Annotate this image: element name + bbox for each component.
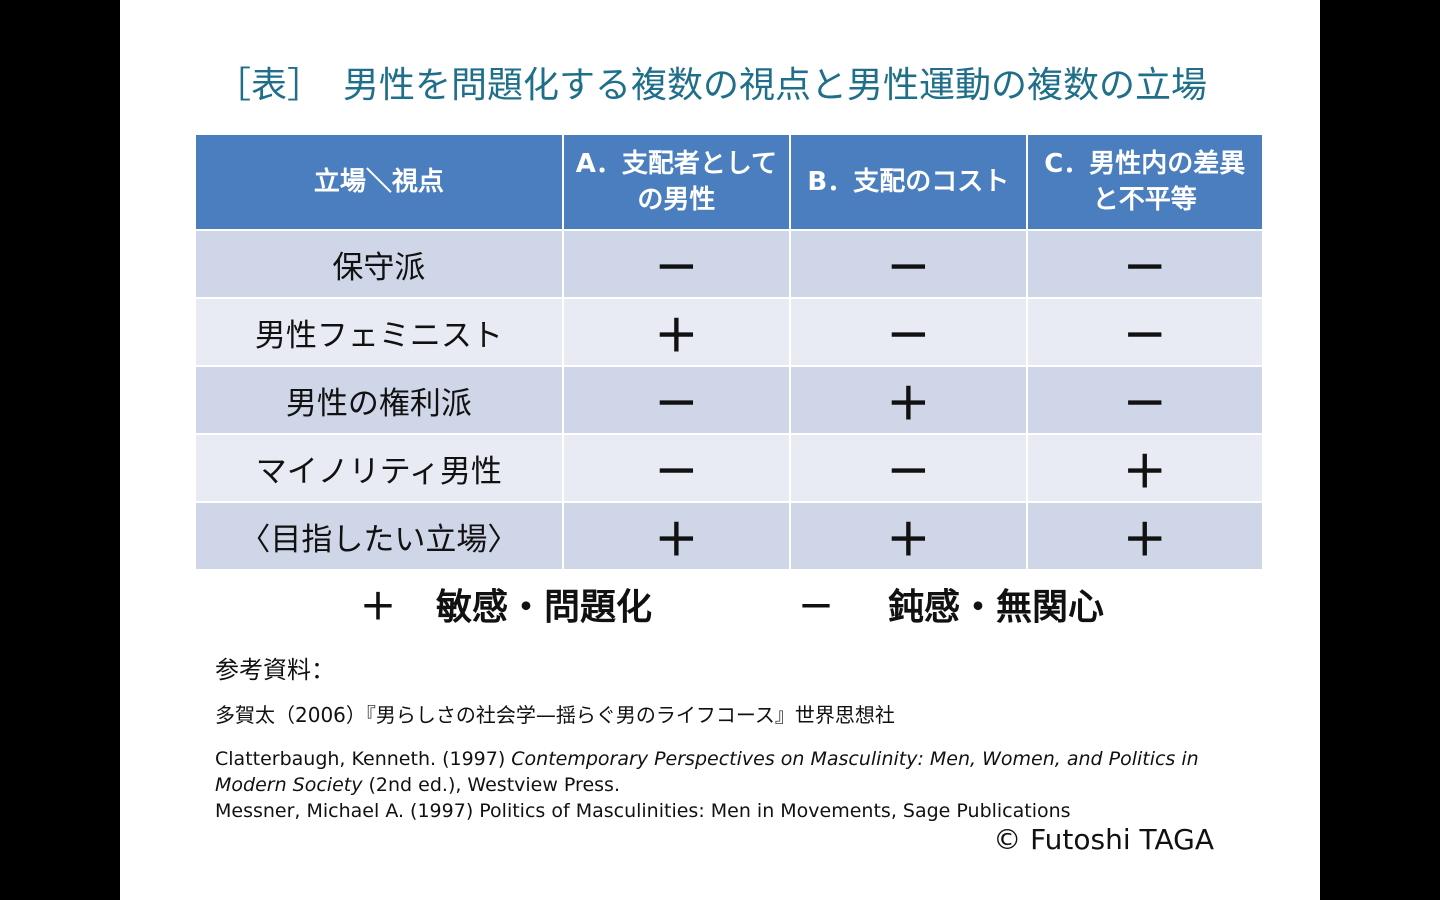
slide: ［表］ 男性を問題化する複数の視点と男性運動の複数の立場 立場＼視点 A．支配者と…: [120, 0, 1320, 900]
title-text: 男性を問題化する複数の視点と男性運動の複数の立場: [343, 65, 1208, 106]
reference-taga: 多賀太（2006）『男らしさの社会学—揺らぐ男のライフコース』世界思想社: [215, 703, 895, 727]
legend-plus-text: 敏感・問題化: [436, 587, 653, 628]
header-position-perspective: 立場＼視点: [196, 135, 562, 229]
reference-clatterbaugh-title: Contemporary Perspectives on Masculinity…: [215, 748, 1199, 796]
table-row: 男性の権利派 － ＋ －: [196, 367, 1262, 433]
table-row: 保守派 － － －: [196, 231, 1262, 297]
reference-clatterbaugh-publisher: (2nd ed.), Westview Press.: [362, 774, 620, 796]
copyright: © Futoshi TAGA: [993, 823, 1214, 856]
cell-b: ＋: [791, 367, 1026, 433]
row-label: マイノリティ男性: [196, 435, 562, 501]
position-perspective-table: 立場＼視点 A．支配者としての男性 B．支配のコスト C．男性内の差異と不平等 …: [194, 133, 1264, 571]
cell-a: ＋: [563, 299, 790, 365]
table-row: 男性フェミニスト ＋ － －: [196, 299, 1262, 365]
title-label: ［表］: [215, 65, 324, 106]
references-heading: 参考資料：: [215, 656, 335, 684]
table-row: 〈目指したい立場〉 ＋ ＋ ＋: [196, 503, 1262, 569]
header-a: A．支配者としての男性: [563, 135, 790, 229]
row-label: 保守派: [196, 231, 562, 297]
cell-c: －: [1027, 367, 1262, 433]
cell-a: ＋: [563, 503, 790, 569]
slide-title: ［表］ 男性を問題化する複数の視点と男性運動の複数の立場: [215, 56, 1295, 108]
cell-b: ＋: [791, 503, 1026, 569]
cell-c: －: [1027, 231, 1262, 297]
table-header-row: 立場＼視点 A．支配者としての男性 B．支配のコスト C．男性内の差異と不平等: [196, 135, 1262, 229]
row-label: 〈目指したい立場〉: [196, 503, 562, 569]
reference-clatterbaugh-author: Clatterbaugh, Kenneth. (1997): [215, 748, 512, 770]
cell-b: －: [791, 231, 1026, 297]
cell-c: ＋: [1027, 503, 1262, 569]
legend-plus-symbol: ＋: [360, 587, 397, 628]
cell-c: ＋: [1027, 435, 1262, 501]
reference-clatterbaugh: Clatterbaugh, Kenneth. (1997) Contempora…: [215, 746, 1275, 798]
references: 参考資料： 多賀太（2006）『男らしさの社会学—揺らぐ男のライフコース』世界思…: [215, 650, 1275, 824]
cell-a: －: [563, 231, 790, 297]
cell-b: －: [791, 299, 1026, 365]
cell-c: －: [1027, 299, 1262, 365]
cell-a: －: [563, 435, 790, 501]
table-row: マイノリティ男性 － － ＋: [196, 435, 1262, 501]
cell-b: －: [791, 435, 1026, 501]
header-b: B．支配のコスト: [791, 135, 1026, 229]
row-label: 男性フェミニスト: [196, 299, 562, 365]
cell-a: －: [563, 367, 790, 433]
header-c: C．男性内の差異と不平等: [1027, 135, 1262, 229]
row-label: 男性の権利派: [196, 367, 562, 433]
reference-messner: Messner, Michael A. (1997) Politics of M…: [215, 800, 1071, 822]
legend-minus-symbol: －: [798, 587, 835, 628]
legend-minus-text: 鈍感・無関心: [888, 587, 1105, 628]
